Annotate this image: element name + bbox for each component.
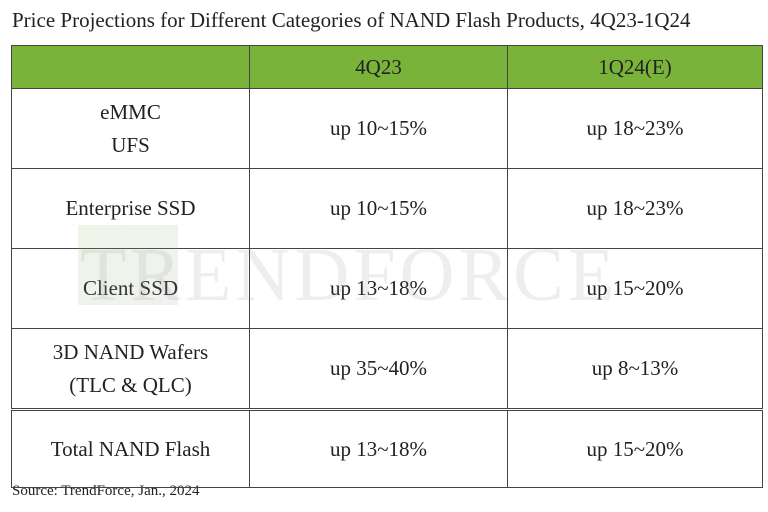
table-cell: up 18~23% [507, 88, 763, 169]
header-cell: 4Q23 [249, 45, 508, 89]
row-label: Client SSD [11, 248, 250, 329]
table-cell: up 10~15% [249, 88, 508, 169]
table-cell: up 13~18% [249, 408, 508, 488]
row-label: 3D NAND Wafers (TLC & QLC) [11, 328, 250, 410]
header-row: 4Q23 1Q24(E) [11, 45, 763, 89]
table-cell: up 15~20% [507, 408, 763, 488]
table-cell: up 13~18% [249, 248, 508, 329]
header-cell: 1Q24(E) [507, 45, 763, 89]
table-row: Total NAND Flash up 13~18% up 15~20% [11, 408, 763, 488]
row-label: Total NAND Flash [11, 408, 250, 488]
title: Price Projections for Different Categori… [12, 8, 691, 32]
table-cell: up 15~20% [507, 248, 763, 329]
row-label: eMMC UFS [11, 88, 250, 169]
table-cell: up 8~13% [507, 328, 763, 410]
price-table: 4Q23 1Q24(E) eMMC UFS up 10~15% up 18~23% En… [11, 45, 763, 488]
table-row: eMMC UFS up 10~15% up 18~23% [11, 88, 763, 169]
table-cell: up 18~23% [507, 168, 763, 249]
table-cell: up 10~15% [249, 168, 508, 249]
table-cell: up 35~40% [249, 328, 508, 410]
table-row: 3D NAND Wafers (TLC & QLC) up 35~40% up 8~… [11, 328, 763, 410]
header-cell [11, 45, 250, 89]
watermark-logo [78, 225, 178, 305]
